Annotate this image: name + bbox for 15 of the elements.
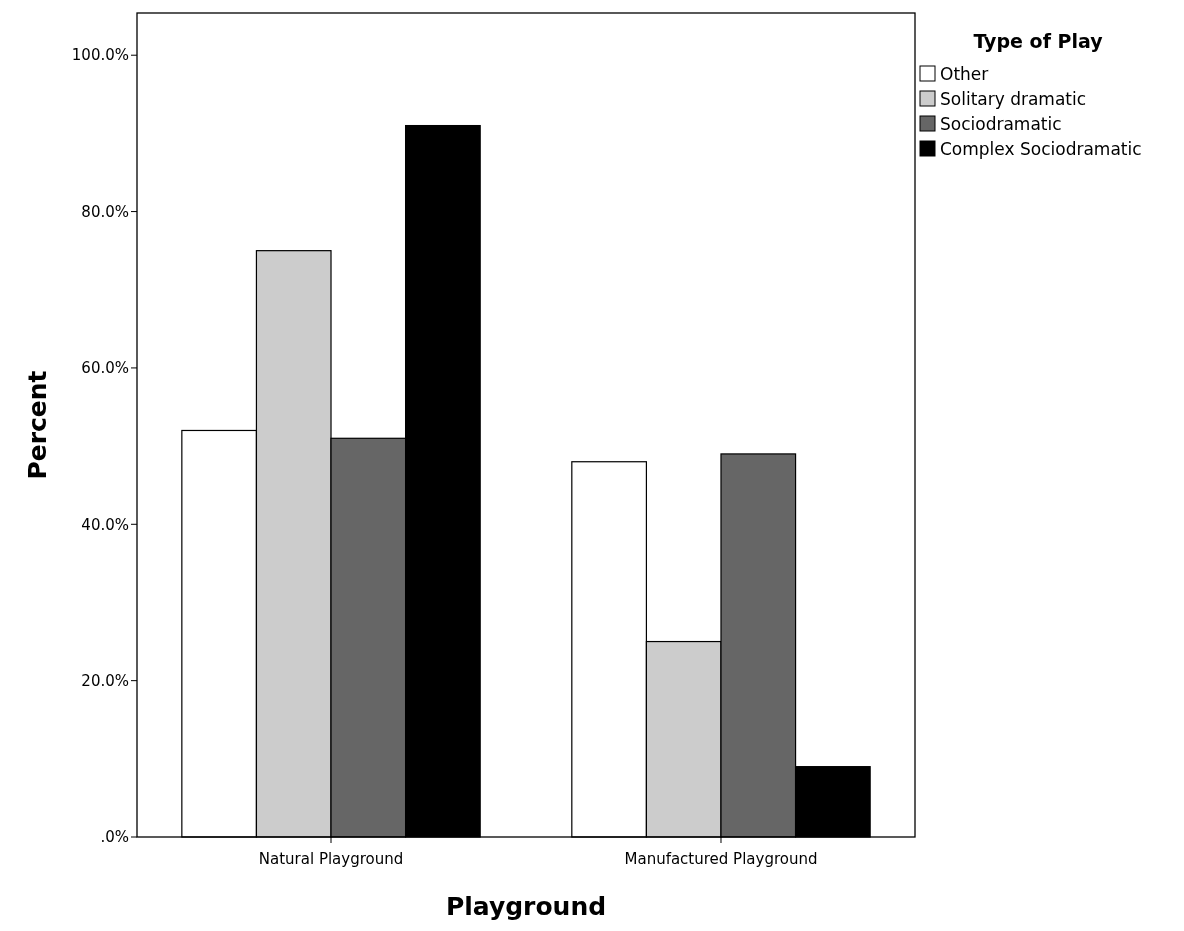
- x-tick-label: Manufactured Playground: [624, 850, 818, 868]
- legend-title: Type of Play: [973, 30, 1104, 52]
- y-tick-label: 40.0%: [81, 515, 129, 534]
- y-tick-label: .0%: [100, 828, 129, 847]
- x-axis-title: Playground: [445, 892, 607, 921]
- legend-label: Solitary dramatic: [940, 88, 1087, 109]
- y-tick-label: 20.0%: [81, 671, 129, 690]
- legend-label: Other: [940, 63, 989, 84]
- legend-label: Complex Sociodramatic: [940, 138, 1142, 159]
- y-tick-label: 60.0%: [81, 359, 129, 378]
- legend-label: Sociodramatic: [940, 113, 1062, 134]
- y-tick-label: 100.0%: [71, 46, 129, 65]
- y-axis-title: Percent: [23, 370, 52, 480]
- x-tick-label: Natural Playground: [258, 850, 404, 868]
- y-tick-label: 80.0%: [81, 202, 129, 221]
